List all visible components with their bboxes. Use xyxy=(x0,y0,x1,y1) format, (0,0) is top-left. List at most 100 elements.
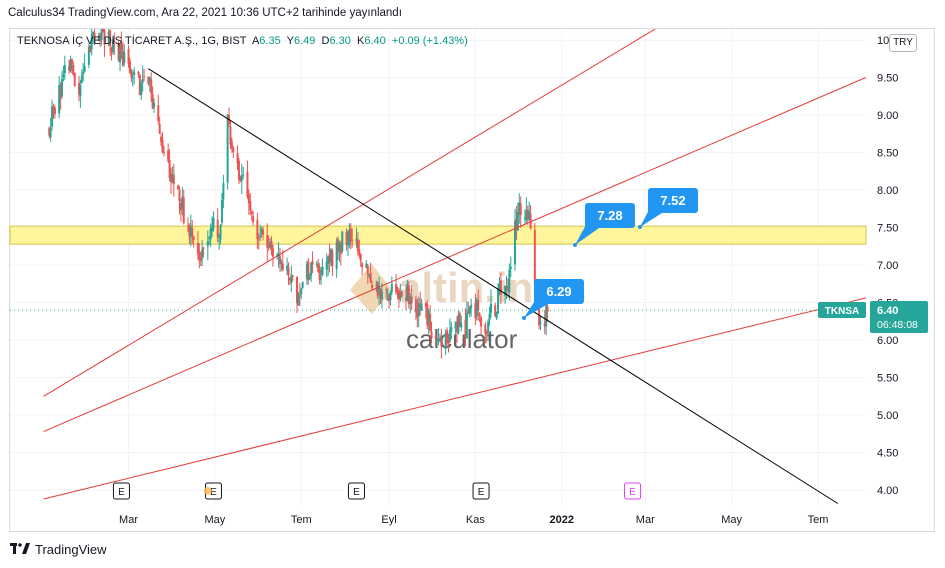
candle-body xyxy=(467,310,470,314)
candle-body xyxy=(100,29,103,40)
candle-body xyxy=(138,75,141,95)
candle-body xyxy=(63,64,66,74)
earnings-marker-label: E xyxy=(629,487,636,498)
candle-body xyxy=(514,220,517,265)
change-value: +0.09 (+1.43%) xyxy=(391,35,468,47)
symbol-name: TEKNOSA İÇ VE DIŞ TİCARET A.Ş., 1G, BIST xyxy=(17,35,247,47)
candle-body xyxy=(526,209,529,219)
candle-body xyxy=(327,256,330,264)
footer-branding[interactable]: TradingView xyxy=(10,542,107,557)
time-tick-label: Kas xyxy=(466,514,485,526)
last-price-label: 6.40 xyxy=(877,305,898,317)
callout-pointer xyxy=(524,299,548,318)
trend-line xyxy=(148,68,839,504)
candle-body xyxy=(523,217,526,219)
candle-body xyxy=(218,240,221,242)
candle-body xyxy=(128,60,131,73)
candle-body xyxy=(525,211,528,221)
candle-body xyxy=(267,245,270,247)
candle-body xyxy=(160,136,163,143)
candle-body xyxy=(419,304,422,309)
candle-body xyxy=(270,241,273,251)
candle-body xyxy=(489,303,492,313)
candle-body xyxy=(107,31,110,44)
candle-body xyxy=(119,46,122,63)
earnings-marker: E xyxy=(624,482,642,500)
candle-body xyxy=(90,34,93,50)
resistance-zone xyxy=(9,225,867,245)
candle-body xyxy=(230,141,233,149)
candle-body xyxy=(271,248,274,257)
publish-info: Calculus34 TradingView.com, Ara 22, 2021… xyxy=(8,7,402,19)
candle-body xyxy=(62,74,65,78)
trend-line xyxy=(43,297,866,500)
candle-body xyxy=(478,313,481,316)
price-callouts[interactable]: 7.28 7.52 6.29 xyxy=(522,188,698,320)
candle-body xyxy=(150,79,153,94)
candle-body xyxy=(276,254,279,256)
candle-body xyxy=(262,229,265,235)
earnings-marker-box xyxy=(112,482,130,500)
trend-lines[interactable] xyxy=(43,29,878,504)
candle-body xyxy=(97,35,100,41)
candle-body xyxy=(291,275,294,278)
candle-body xyxy=(447,341,450,344)
trend-line xyxy=(43,76,866,432)
candle-body xyxy=(202,247,205,249)
earnings-marker-label: E xyxy=(353,487,360,498)
candle-body xyxy=(249,201,252,211)
candle-body xyxy=(153,102,156,108)
candle-body xyxy=(460,322,463,328)
candle-body xyxy=(484,324,487,334)
price-callout: 7.52 xyxy=(638,188,698,229)
candle-body xyxy=(199,257,202,262)
time-tick-label: Tem xyxy=(808,514,829,526)
time-axis[interactable]: Mar May Tem Eyl Kas 2022 Mar May Tem xyxy=(119,514,828,526)
earnings-marker-label: E xyxy=(118,487,125,498)
candle-body xyxy=(410,296,413,304)
callout-anchor xyxy=(573,243,577,247)
candle-body xyxy=(143,76,146,78)
candle-body xyxy=(446,330,449,343)
candle-body xyxy=(186,225,189,227)
candle-body xyxy=(182,197,185,223)
price-tag: TKNSA 6.40 06:48:08 xyxy=(818,301,928,333)
last-price-box xyxy=(870,301,928,333)
candle-body xyxy=(371,284,374,289)
candle-body xyxy=(440,336,443,347)
low-value: 6.30 xyxy=(329,35,351,47)
candle-body xyxy=(73,72,76,86)
candle-body xyxy=(359,253,362,261)
candle-body xyxy=(416,310,419,318)
price-tick-label: 7.00 xyxy=(877,260,898,272)
candle-body xyxy=(348,229,351,245)
earnings-marker: E xyxy=(112,482,130,500)
candle-body xyxy=(533,230,536,285)
candle-body xyxy=(208,237,211,239)
candle-body xyxy=(400,291,403,297)
candle-body xyxy=(409,296,412,305)
candle-body xyxy=(399,293,402,298)
price-tick-label: 4.50 xyxy=(877,448,898,460)
candle-body xyxy=(229,126,232,145)
earnings-marker-label: E xyxy=(478,487,485,498)
time-tick-label: Mar xyxy=(636,514,655,526)
price-axis[interactable]: 4.004.505.005.506.006.507.007.508.008.50… xyxy=(877,35,898,497)
candle-body xyxy=(266,235,269,248)
candle-body xyxy=(192,236,195,241)
time-tick-label: Eyl xyxy=(381,514,396,526)
candle-body xyxy=(429,313,432,331)
candle-body xyxy=(179,203,182,211)
candle-body xyxy=(130,72,133,78)
symbol-legend: TEKNOSA İÇ VE DIŞ TİCARET A.Ş., 1G, BIST… xyxy=(17,35,468,47)
candle-body xyxy=(356,239,359,252)
candle-body xyxy=(518,202,521,216)
candle-body xyxy=(464,319,467,339)
candle-body xyxy=(111,39,114,53)
price-tick-label: 7.50 xyxy=(877,223,898,235)
currency-badge[interactable]: TRY xyxy=(889,34,917,52)
candle-body xyxy=(509,266,512,269)
candle-body xyxy=(475,299,478,316)
